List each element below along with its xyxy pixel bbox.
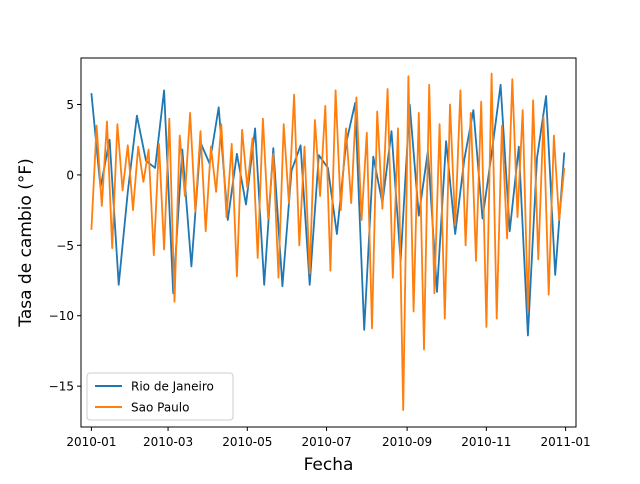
x-axis-label: Fecha <box>304 455 354 475</box>
series-line-1 <box>90 72 566 412</box>
y-tick-label: −15 <box>49 380 74 394</box>
x-tick-label: 2010-11 <box>461 435 511 449</box>
y-axis-label: Tasa de cambio (°F) <box>16 158 36 328</box>
y-tick-label: −10 <box>49 309 74 323</box>
series-layer <box>90 72 566 412</box>
y-axis: 5 0 −5 −10 −15 <box>49 98 81 394</box>
y-tick-label: 0 <box>66 168 74 182</box>
x-axis: 2010-01 2010-03 2010-05 2010-07 2010-09 2010-… <box>66 427 591 449</box>
legend-label-1: Sao Paulo <box>131 401 189 415</box>
x-tick-label: 2010-05 <box>222 435 272 449</box>
axes-frame <box>80 57 577 428</box>
y-tick-label: 5 <box>66 98 74 112</box>
legend-label-0: Rio de Janeiro <box>131 380 214 394</box>
x-tick-label: 2010-01 <box>66 435 116 449</box>
legend: Rio de Janeiro Sao Paulo <box>86 372 234 421</box>
legend-box <box>86 372 234 421</box>
x-tick-label: 2010-03 <box>143 435 193 449</box>
y-tick-label: −5 <box>56 239 74 253</box>
x-tick-label: 2011-01 <box>541 435 591 449</box>
x-tick-label: 2010-09 <box>382 435 432 449</box>
x-tick-label: 2010-07 <box>301 435 351 449</box>
